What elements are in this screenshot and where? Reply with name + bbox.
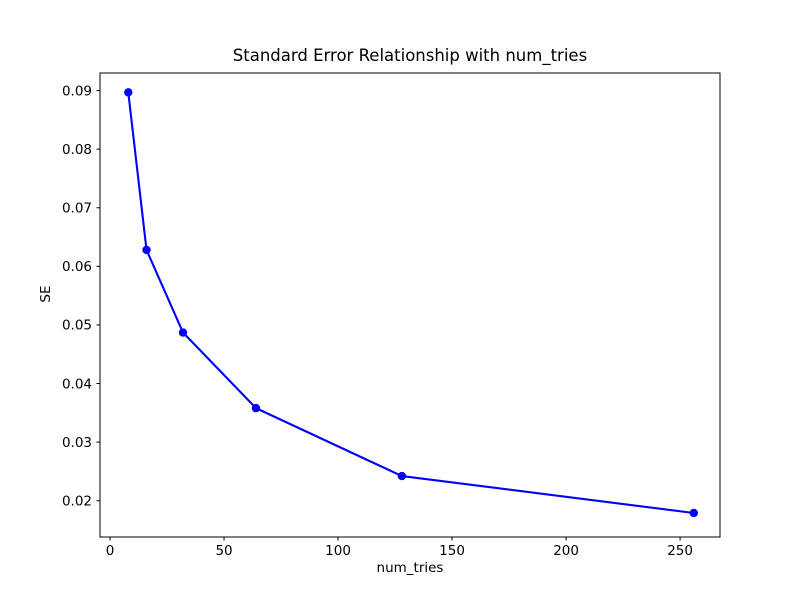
x-tick-label: 100 bbox=[325, 543, 351, 559]
se-line bbox=[127, 91, 695, 515]
data-point bbox=[124, 88, 133, 97]
x-axis-ticks: 0 50 100 150 200 250 bbox=[106, 537, 693, 559]
y-tick-label: 0.03 bbox=[62, 435, 92, 451]
x-tick-label: 250 bbox=[667, 543, 693, 559]
x-tick-label: 0 bbox=[106, 543, 115, 559]
y-tick-label: 0.02 bbox=[62, 493, 92, 509]
x-tick-label: 50 bbox=[215, 543, 232, 559]
y-axis-label: SE bbox=[38, 285, 54, 303]
y-axis-ticks: 0.02 0.03 0.04 0.05 0.06 0.07 0.08 0.09 bbox=[62, 83, 100, 509]
y-tick-label: 0.04 bbox=[62, 376, 92, 392]
x-tick-label: 200 bbox=[553, 543, 579, 559]
x-axis-label: num_tries bbox=[376, 560, 444, 576]
y-tick-label: 0.08 bbox=[62, 142, 92, 158]
y-tick-label: 0.07 bbox=[62, 201, 92, 217]
data-point bbox=[178, 328, 188, 337]
data-point bbox=[689, 508, 698, 518]
x-tick-label: 150 bbox=[439, 543, 465, 559]
data-point-markers bbox=[124, 88, 698, 518]
y-tick-label: 0.05 bbox=[62, 318, 92, 334]
y-tick-label: 0.09 bbox=[62, 83, 92, 99]
data-point bbox=[142, 245, 151, 255]
plot-border bbox=[99, 72, 721, 538]
y-tick-label: 0.06 bbox=[62, 259, 92, 275]
data-point bbox=[397, 471, 407, 481]
chart-title: Standard Error Relationship with num_tri… bbox=[232, 46, 588, 65]
data-point bbox=[251, 403, 261, 413]
